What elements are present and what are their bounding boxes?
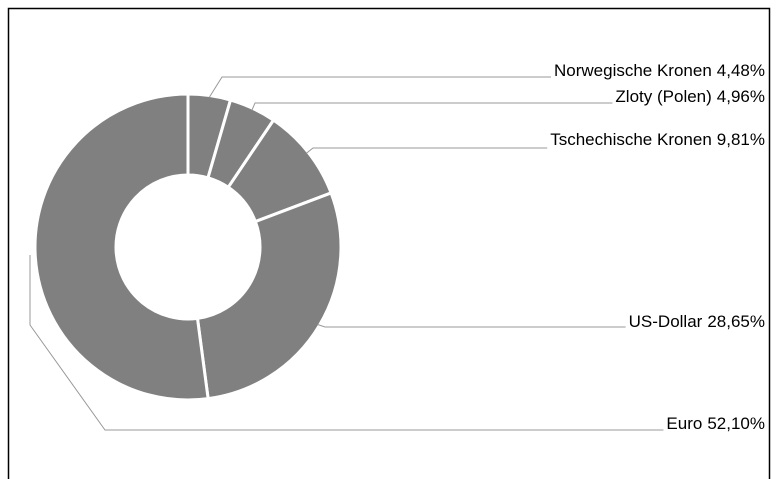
leader-line — [317, 324, 626, 328]
category-name: Zloty (Polen) — [615, 87, 711, 106]
category-name: Tschechische Kronen — [550, 130, 712, 149]
slice — [33, 92, 210, 402]
leader-line — [208, 76, 551, 98]
leader-line — [306, 147, 548, 154]
slice-label: Euro 52,10% — [666, 414, 765, 433]
value-label: 28,65% — [707, 312, 765, 331]
slice-label: Norwegische Kronen 4,48% — [554, 61, 765, 80]
frame — [7, 7, 771, 479]
slice-label: US-Dollar 28,65% — [629, 312, 765, 331]
category-name: Norwegische Kronen — [554, 61, 712, 80]
value-label: 52,10% — [707, 414, 765, 433]
leader-line — [29, 255, 664, 431]
slice-label: Tschechische Kronen 9,81% — [550, 130, 765, 149]
category-name: Euro — [666, 414, 702, 433]
slice — [195, 190, 343, 401]
slice-label: Zloty (Polen) 4,96% — [615, 87, 765, 106]
value-label: 4,48% — [717, 61, 765, 80]
value-label: 4,96% — [717, 87, 765, 106]
category-name: US-Dollar — [629, 312, 703, 331]
value-label: 9,81% — [717, 130, 765, 149]
leader-line — [251, 102, 613, 111]
